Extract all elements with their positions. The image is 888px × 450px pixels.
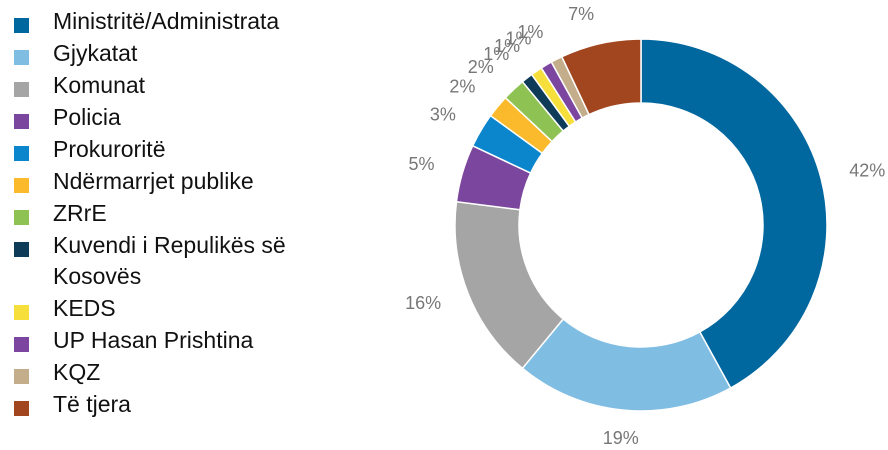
legend-label: Policia: [53, 104, 121, 130]
legend-swatch: [14, 210, 29, 225]
legend-item: Prokuroritë: [10, 134, 330, 165]
legend-item: Komunat: [10, 70, 330, 101]
data-label: 1%: [483, 44, 509, 64]
legend-label: Prokuroritë: [53, 136, 166, 162]
legend-item: KQZ: [10, 357, 330, 388]
legend-swatch: [14, 50, 29, 65]
data-label: 1%: [494, 36, 520, 56]
legend-label: Gjykatat: [53, 40, 138, 66]
donut-slice: [521, 317, 732, 412]
legend-swatch: [14, 401, 29, 416]
legend-label: Ndërmarrjet publike: [53, 168, 254, 194]
data-label: 7%: [568, 4, 594, 24]
legend-item: Të tjera: [10, 389, 330, 420]
legend-item: Gjykatat: [10, 38, 330, 69]
legend-label: Komunat: [53, 72, 146, 98]
legend-label: Të tjera: [53, 391, 131, 417]
legend-label: KEDS: [53, 295, 116, 321]
legend-item: KEDS: [10, 293, 330, 324]
legend-item: Ministritë/Administrata: [10, 6, 330, 37]
legend-label: KQZ: [53, 359, 101, 385]
data-label: 3%: [430, 104, 456, 124]
legend-item: Ndërmarrjet publike: [10, 166, 330, 197]
legend-swatch: [14, 114, 29, 129]
data-label: 2%: [468, 57, 494, 77]
legend-item: ZRrE: [10, 198, 330, 229]
legend-item: UP Hasan Prishtina: [10, 325, 330, 356]
legend-item: Policia: [10, 102, 330, 133]
data-label: 2%: [449, 77, 475, 97]
legend-item: Kuvendi i Repulikës së Kosovës: [10, 230, 330, 292]
legend-label: Ministritë/Administrata: [53, 8, 280, 34]
donut-slice: [640, 38, 828, 390]
legend-swatch: [14, 146, 29, 161]
legend-swatch: [14, 369, 29, 384]
data-label: 1%: [506, 29, 532, 49]
legend-swatch: [14, 18, 29, 33]
legend-label: UP Hasan Prishtina: [53, 327, 254, 353]
data-label: 1%: [517, 22, 543, 42]
legend-label: ZRrE: [53, 200, 107, 226]
legend-swatch: [14, 242, 29, 257]
data-label: 5%: [409, 154, 435, 174]
data-label: 19%: [603, 428, 639, 448]
donut-slice: [560, 38, 642, 116]
legend-swatch: [14, 178, 29, 193]
legend-swatch: [14, 337, 29, 352]
data-label: 16%: [405, 293, 441, 313]
legend-swatch: [14, 82, 29, 97]
legend-label: Kuvendi i Repulikës së Kosovës: [53, 232, 286, 289]
legend: Ministritë/Administrata Gjykatat Komunat Po…: [10, 6, 330, 421]
legend-swatch: [14, 305, 29, 320]
data-label: 42%: [849, 160, 885, 180]
